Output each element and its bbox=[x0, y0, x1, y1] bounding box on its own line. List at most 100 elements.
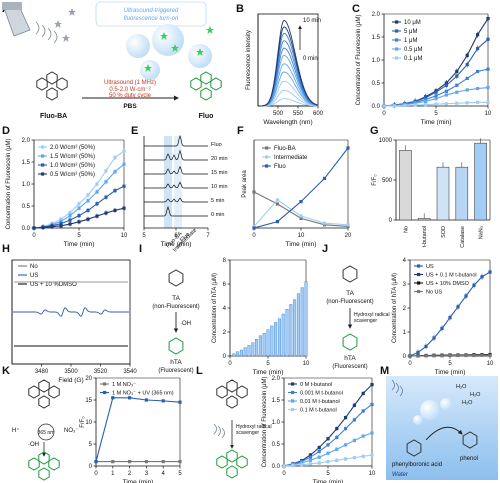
fluo-ba-structure-icon bbox=[28, 379, 60, 409]
x-tick-label: 5 bbox=[326, 471, 330, 477]
sound-wave-icon bbox=[47, 27, 52, 41]
buffer-label: PBS bbox=[123, 103, 137, 110]
bar bbox=[239, 349, 243, 357]
legend-marker bbox=[103, 382, 107, 386]
label-h2o-2: H₂O bbox=[470, 392, 481, 398]
panel-J-scheme: TA (non-Fluorescent) Hydroxyl radicalscave… bbox=[326, 265, 390, 370]
x-tick-label: 10 bbox=[485, 111, 492, 117]
data-point bbox=[282, 464, 286, 468]
data-point bbox=[113, 156, 117, 160]
peak-label-fluo: Fluo bbox=[179, 232, 191, 244]
data-point bbox=[456, 305, 460, 309]
ring-icon bbox=[226, 449, 238, 463]
condition-1: Ultrasound (1 MHz) bbox=[104, 80, 156, 86]
panel-letter-M: M bbox=[380, 365, 389, 377]
y-tick-label: 2 bbox=[223, 330, 227, 336]
data-point bbox=[68, 211, 72, 215]
category-label: NaN₃ bbox=[479, 226, 485, 239]
highlight-band-2 bbox=[174, 136, 182, 228]
x-axis-label: Time (min) bbox=[123, 479, 154, 483]
y-axis-label: F/F₀ bbox=[372, 174, 378, 186]
data-point bbox=[465, 88, 469, 92]
legend-marker bbox=[41, 145, 45, 149]
scheme-top-label: TA bbox=[172, 295, 180, 302]
x-tick-label: 500 bbox=[273, 111, 284, 117]
banner-line-1: Ultrasound-triggered bbox=[124, 8, 179, 14]
x-tick-label: 600 bbox=[313, 111, 324, 117]
x-axis-label: Time (min) bbox=[421, 119, 452, 126]
y-tick-label: 0.0 bbox=[272, 464, 281, 470]
panel-letter-H: H bbox=[2, 243, 10, 255]
data-point bbox=[424, 344, 428, 348]
category-label: No bbox=[403, 226, 409, 233]
ring-icon bbox=[48, 457, 60, 471]
bar-NaN₃ bbox=[474, 142, 487, 221]
bar bbox=[300, 287, 304, 357]
y-tick-label: 6 bbox=[223, 282, 227, 288]
panel-I-axes: 0 5 10 0 2 4 6 8 Time (min) Concentration of hTA … bbox=[212, 258, 310, 376]
panel-E-axes: 5 6 7 Time (min) bbox=[142, 134, 210, 248]
banner-line-2: fluorescence turn-on bbox=[124, 16, 179, 22]
x-axis-label: Time (min) bbox=[286, 241, 317, 248]
y-tick-label: 0 bbox=[389, 218, 393, 224]
trace-label: 10 min bbox=[211, 184, 228, 190]
data-point bbox=[448, 316, 452, 320]
trace-label: 20 min bbox=[211, 156, 228, 162]
data-point bbox=[178, 400, 182, 404]
scheme-bottom-sub: (Fluorescent) bbox=[332, 364, 367, 370]
x-tick-label: 5 bbox=[448, 361, 452, 367]
data-point bbox=[440, 354, 444, 358]
data-point bbox=[104, 169, 108, 173]
panel-H-axes: 3480 3500 3520 3540 Field (G) No US US + 10 %DM… bbox=[11, 260, 137, 384]
fluo-ba-structure-icon bbox=[36, 71, 68, 101]
data-point bbox=[299, 200, 303, 204]
data-point bbox=[448, 353, 452, 358]
data-point bbox=[113, 170, 117, 174]
sound-wave-icon bbox=[35, 21, 40, 35]
category-label: Catalase bbox=[460, 226, 466, 248]
panel-C-axes: 0 5 10 0.0 0.5 1.0 1.5 2.0 Time (min) Concentrati… bbox=[356, 12, 492, 126]
legend-entry: 2.0 W/cm² (50%) bbox=[50, 145, 95, 151]
bar bbox=[262, 333, 266, 357]
panel-D-axes: 0 5 10 0.0 0.5 1.0 1.5 2.0 Time (min) Concentrati… bbox=[6, 138, 128, 248]
data-point bbox=[326, 443, 330, 447]
data-point bbox=[464, 353, 468, 358]
scheme-bottom-label: hTA bbox=[170, 359, 182, 366]
data-point bbox=[416, 354, 420, 358]
series-line-Intermediate bbox=[253, 199, 349, 227]
data-point bbox=[344, 443, 348, 447]
ring-icon bbox=[46, 87, 58, 101]
y-tick-label: 1.5 bbox=[22, 160, 31, 166]
spectrum-line-2min bbox=[260, 80, 318, 107]
data-point bbox=[416, 350, 420, 354]
data-point bbox=[456, 353, 460, 358]
ultrasound-transducer-icon bbox=[3, 7, 31, 37]
ring-icon bbox=[38, 379, 50, 393]
y-tick-label: 4 bbox=[403, 258, 407, 264]
data-point bbox=[104, 195, 108, 199]
data-point bbox=[444, 83, 448, 87]
data-point bbox=[161, 399, 165, 403]
benzene-ring-icon bbox=[168, 269, 184, 287]
y-tick-label: 0.5 bbox=[272, 442, 281, 448]
data-point bbox=[95, 202, 99, 206]
legend-entry: 0.5 μM bbox=[404, 47, 422, 53]
x-tick-label: 3500 bbox=[64, 369, 78, 375]
reaction-arrow bbox=[425, 426, 463, 441]
data-point bbox=[308, 455, 312, 459]
y-tick-label: 20 bbox=[85, 376, 92, 382]
label-phenylboronic-acid: phenylboronic acid bbox=[392, 462, 442, 468]
ring-icon bbox=[200, 87, 212, 101]
x-tick-label: 550 bbox=[293, 111, 304, 117]
chromatogram-trace bbox=[144, 134, 208, 147]
data-point bbox=[335, 427, 339, 431]
legend-marker bbox=[265, 146, 269, 150]
legend-entry: 0.1 μM bbox=[404, 56, 422, 62]
x-tick-label: 10 bbox=[369, 471, 376, 477]
data-point bbox=[382, 104, 386, 108]
x-tick-label: 10 bbox=[121, 233, 128, 239]
sound-wave-icon bbox=[221, 427, 225, 439]
y-axis-label: F/F₀ bbox=[80, 416, 86, 428]
chromatogram-trace bbox=[144, 197, 208, 203]
panel-letter-J: J bbox=[322, 243, 328, 255]
